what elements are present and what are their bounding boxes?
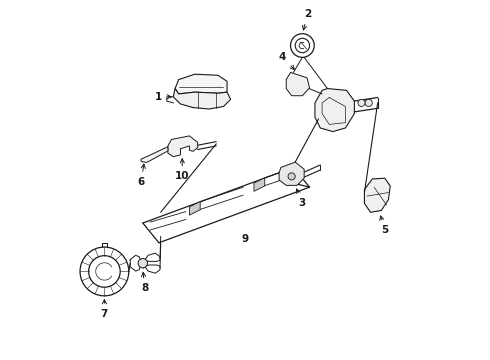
Circle shape bbox=[365, 99, 372, 107]
Polygon shape bbox=[190, 202, 200, 215]
Text: 6: 6 bbox=[137, 164, 146, 187]
Text: 7: 7 bbox=[101, 300, 108, 319]
Circle shape bbox=[358, 99, 365, 107]
Text: 1: 1 bbox=[155, 92, 171, 102]
Text: 4: 4 bbox=[279, 52, 294, 69]
Text: 2: 2 bbox=[302, 9, 311, 30]
Polygon shape bbox=[254, 178, 265, 191]
Polygon shape bbox=[365, 178, 390, 212]
Text: 5: 5 bbox=[380, 216, 389, 235]
Circle shape bbox=[288, 173, 295, 180]
Text: 3: 3 bbox=[296, 189, 306, 208]
Polygon shape bbox=[315, 89, 354, 132]
Polygon shape bbox=[279, 162, 304, 185]
Text: 8: 8 bbox=[141, 273, 148, 293]
Circle shape bbox=[138, 258, 147, 268]
Polygon shape bbox=[168, 136, 197, 157]
Polygon shape bbox=[286, 72, 310, 96]
Text: 9: 9 bbox=[242, 234, 248, 244]
Polygon shape bbox=[141, 147, 168, 162]
Polygon shape bbox=[173, 89, 231, 109]
Polygon shape bbox=[175, 74, 227, 94]
Text: 10: 10 bbox=[175, 159, 190, 181]
